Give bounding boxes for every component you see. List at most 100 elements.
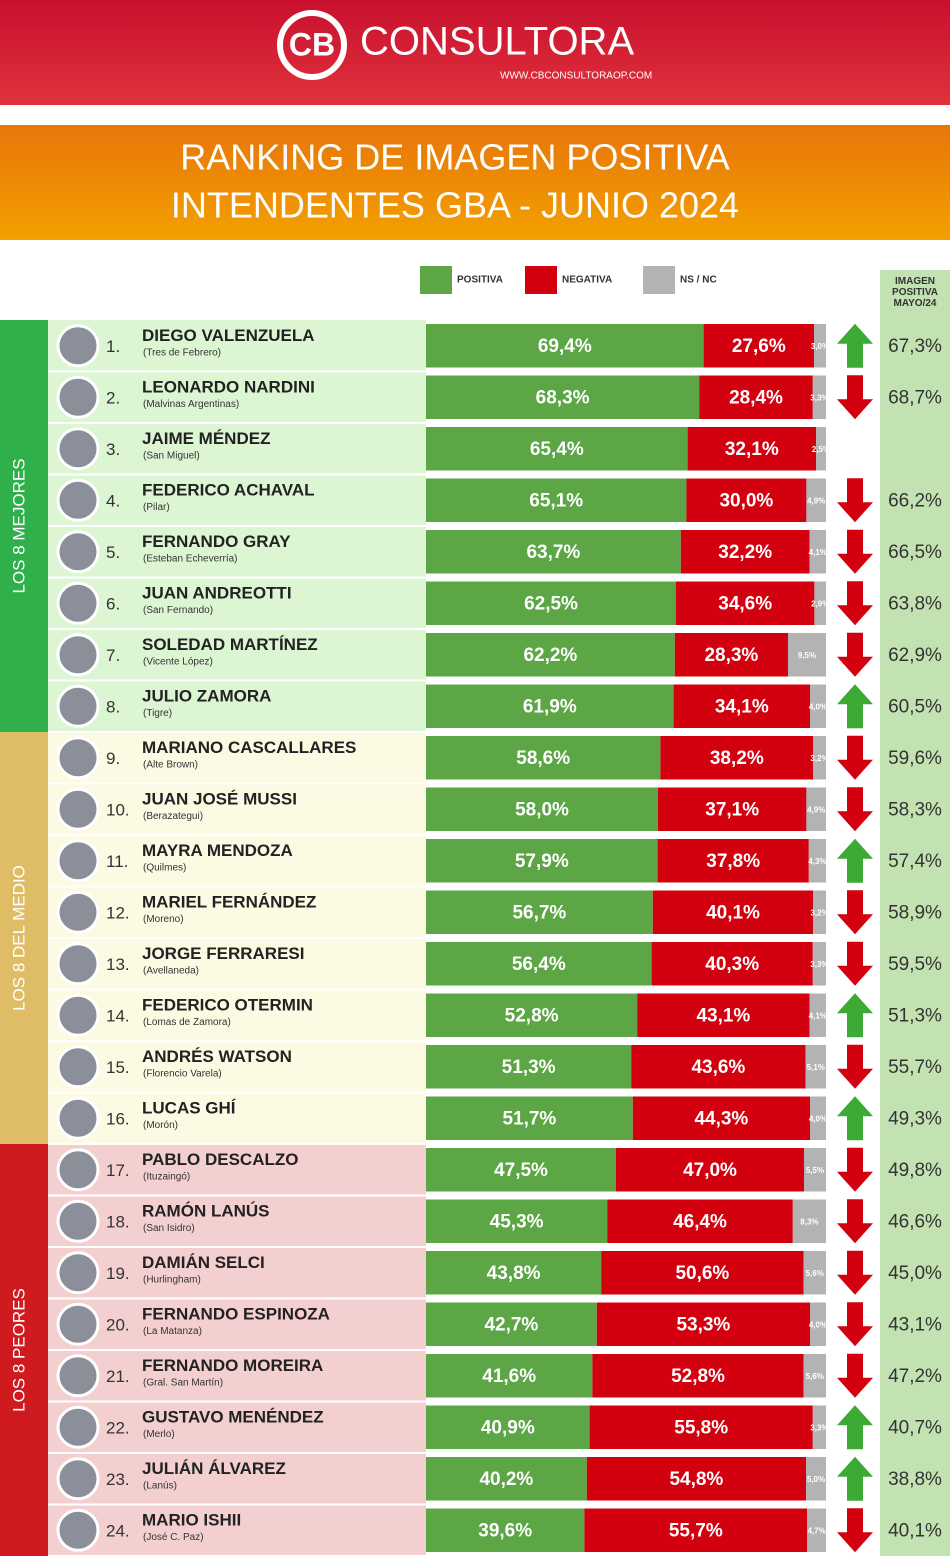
bar-segment [812,375,826,419]
previous-value: 46,6% [888,1211,942,1232]
value-label: 4,9% [807,496,825,505]
value-label: 42,7% [484,1314,538,1335]
trend-arrow [837,1405,873,1450]
value-label: 52,8% [671,1366,725,1387]
value-label: 55,8% [674,1417,728,1438]
previous-value: 47,2% [888,1366,942,1387]
logo: CB [289,26,335,62]
photo [56,1251,100,1295]
bar-segment [637,993,810,1037]
value-label: 52,8% [505,1005,559,1026]
value-label: 5,5% [806,1166,824,1175]
value-label: 65,1% [529,490,583,511]
value-label: 58,0% [515,799,569,820]
previous-value: 40,7% [888,1417,942,1438]
previous-value: 49,3% [888,1108,942,1129]
bar-segment [592,1354,804,1398]
municipality: (San Isidro) [143,1223,195,1234]
name: ANDRÉS WATSON [142,1047,292,1066]
bar-segment [813,736,826,780]
previous-value: 40,1% [888,1520,942,1541]
photo [56,942,100,986]
legend-label: NS / NC [680,275,717,286]
trend-arrow [837,787,873,832]
value-label: 56,7% [512,902,566,923]
previous-value: 60,5% [888,696,942,717]
trend-arrow [837,1302,873,1347]
photo [56,787,100,831]
bar-segment [426,684,674,728]
bar-segment [426,942,652,986]
bar-segment [699,375,813,419]
previous-value: 55,7% [888,1057,942,1078]
rank: 18. [106,1213,130,1232]
name: SOLEDAD MARTÍNEZ [142,635,318,654]
value-label: 51,7% [502,1108,556,1129]
group-label: LOS 8 DEL MEDIO [9,865,28,1011]
name: FERNANDO MOREIRA [142,1356,323,1375]
previous-value: 43,1% [888,1314,942,1335]
bar-segment [584,1508,808,1552]
bar-segment [807,1508,826,1552]
photo [56,993,100,1037]
value-label: 28,4% [729,387,783,408]
previous-header: IMAGEN POSITIVA MAYO/24 [892,276,938,309]
bar-segment [673,684,810,728]
group-strip [0,320,48,732]
previous-value: 45,0% [888,1263,942,1284]
previous-value: 49,8% [888,1160,942,1181]
name: GUSTAVO MENÉNDEZ [142,1408,324,1427]
name: FEDERICO OTERMIN [142,996,313,1015]
bar-segment [813,890,826,934]
bar-segment [426,1045,632,1089]
bar-segment [686,478,807,522]
legend-swatch [420,266,452,294]
bar-segment [426,530,681,574]
photo [56,633,100,677]
rank: 5. [106,543,120,562]
name: JULIO ZAMORA [142,687,271,706]
value-label: 4,7% [807,1526,825,1535]
rank: 7. [106,646,120,665]
name: JAIME MÉNDEZ [142,429,270,448]
bar-segment [426,1457,587,1501]
trend-arrow [837,1199,873,1244]
value-label: 62,2% [523,645,577,666]
trend-arrow [837,993,873,1038]
trend-arrow [837,735,873,780]
municipality: (José C. Paz) [143,1532,204,1543]
photo [56,1199,100,1243]
legend-swatch [525,266,557,294]
rank: 11. [106,852,128,871]
value-label: 45,3% [490,1211,544,1232]
value-label: 3,3% [810,1423,828,1432]
value-label: 40,3% [705,954,759,975]
photo [56,1302,100,1346]
rank: 2. [106,389,120,408]
value-label: 37,1% [705,799,759,820]
bar-segment [616,1148,804,1192]
bar-segment [426,478,687,522]
title-band [0,125,950,240]
value-label: 55,7% [669,1520,723,1541]
name: PABLO DESCALZO [142,1150,298,1169]
municipality: (San Fernando) [143,605,213,616]
value-label: 5,6% [806,1269,824,1278]
trend-arrow [837,684,873,729]
bar-segment [426,839,658,883]
bar-segment [788,633,826,677]
name: FEDERICO ACHAVAL [142,481,315,500]
value-label: 69,4% [538,336,592,357]
photo [56,1457,100,1501]
value-label: 43,1% [696,1005,750,1026]
municipality: (Vicente López) [143,656,213,667]
municipality: (Lomas de Zamora) [143,1017,231,1028]
photo [56,530,100,574]
previous-value: 59,5% [888,954,942,975]
trend-arrow [837,478,873,523]
previous-value: 51,3% [888,1005,942,1026]
value-label: 63,7% [526,542,580,563]
photo [56,839,100,883]
photo [56,1354,100,1398]
previous-value: 59,6% [888,748,942,769]
